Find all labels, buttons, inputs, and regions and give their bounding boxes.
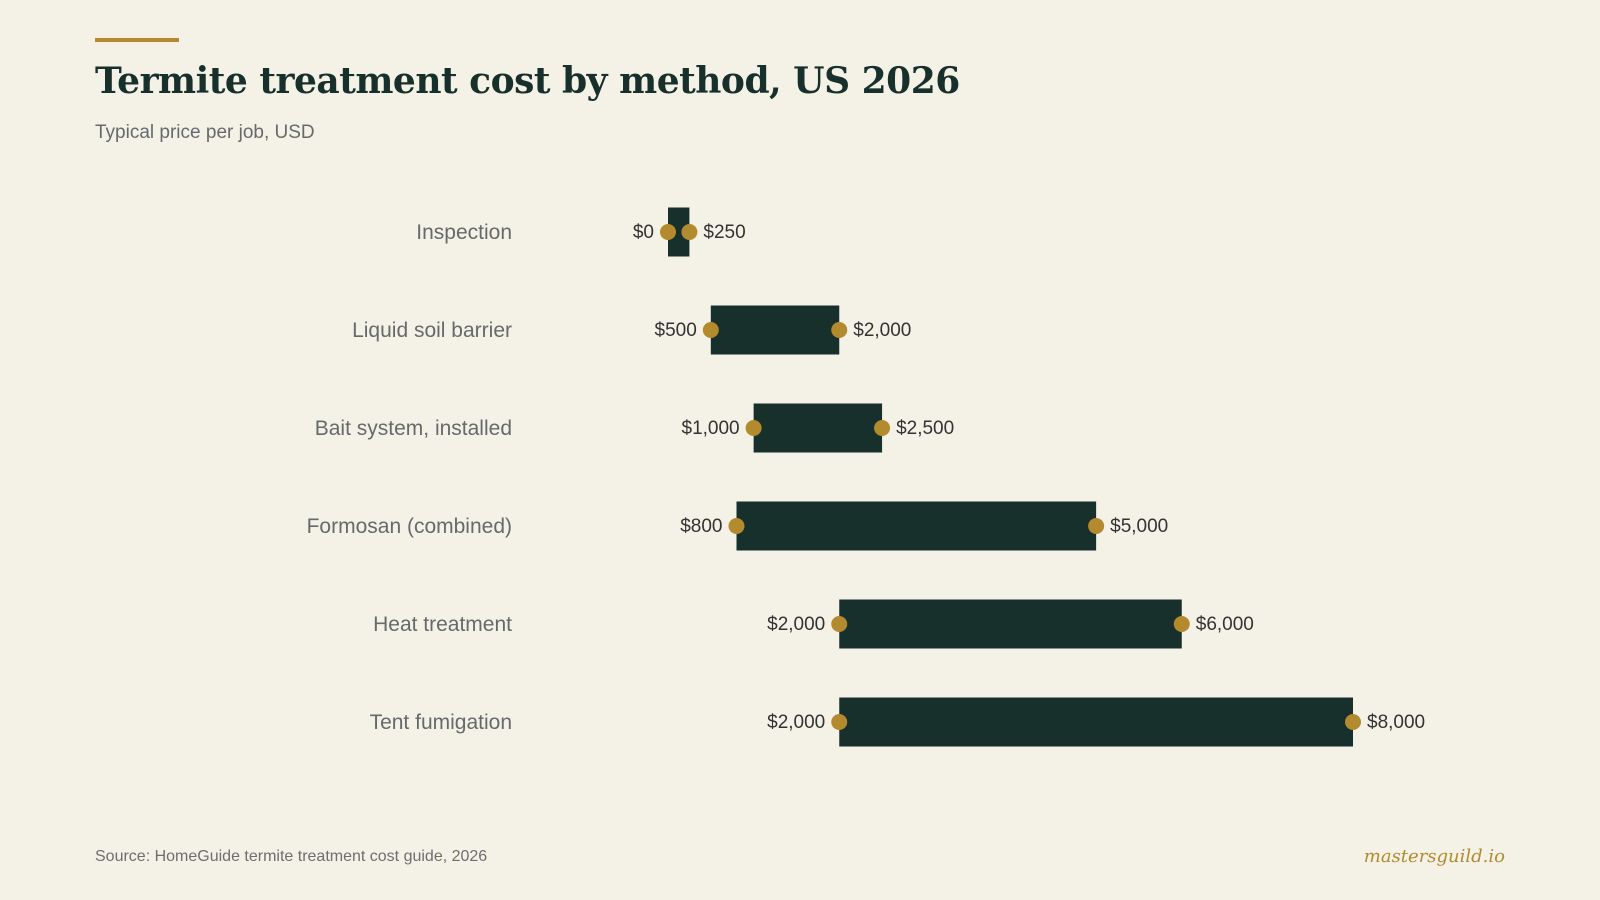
low-value-label: $2,000 bbox=[767, 712, 825, 733]
range-bar bbox=[839, 697, 1353, 747]
high-endpoint-marker bbox=[681, 224, 698, 240]
high-value-label: $2,500 bbox=[896, 418, 954, 439]
chart-title: Termite treatment cost by method, US 202… bbox=[95, 60, 960, 102]
category-label: Bait system, installed bbox=[315, 417, 512, 440]
accent-rule bbox=[95, 38, 179, 42]
high-endpoint-marker bbox=[831, 322, 848, 338]
high-value-label: $5,000 bbox=[1110, 516, 1168, 537]
category-label: Liquid soil barrier bbox=[352, 319, 512, 342]
category-label: Inspection bbox=[416, 221, 512, 244]
range-bar bbox=[668, 207, 690, 257]
low-endpoint-marker bbox=[728, 518, 745, 534]
low-value-label: $1,000 bbox=[682, 418, 740, 439]
low-value-label: $0 bbox=[633, 222, 654, 243]
high-endpoint-marker bbox=[1173, 616, 1190, 632]
low-value-label: $800 bbox=[680, 516, 722, 537]
low-endpoint-marker bbox=[660, 224, 676, 240]
range-bar bbox=[736, 501, 1097, 551]
high-value-label: $2,000 bbox=[853, 320, 911, 341]
category-label: Heat treatment bbox=[373, 613, 512, 636]
low-endpoint-marker bbox=[831, 714, 848, 730]
low-endpoint-marker bbox=[831, 616, 848, 632]
low-value-label: $500 bbox=[655, 320, 697, 341]
low-value-label: $2,000 bbox=[767, 614, 825, 635]
high-value-label: $250 bbox=[703, 222, 745, 243]
high-value-label: $8,000 bbox=[1367, 712, 1425, 733]
chart-subtitle: Typical price per job, USD bbox=[95, 122, 315, 143]
high-endpoint-marker bbox=[1345, 714, 1361, 730]
high-endpoint-marker bbox=[1088, 518, 1105, 534]
high-endpoint-marker bbox=[874, 420, 891, 436]
category-label: Tent fumigation bbox=[370, 711, 512, 734]
source-note: Source: HomeGuide termite treatment cost… bbox=[95, 848, 488, 865]
range-bar bbox=[753, 403, 883, 453]
brand-logo-text: mastersguild.io bbox=[1363, 846, 1505, 867]
category-label: Formosan (combined) bbox=[307, 515, 512, 538]
range-bar bbox=[839, 599, 1182, 649]
low-endpoint-marker bbox=[702, 322, 719, 338]
low-endpoint-marker bbox=[745, 420, 762, 436]
range-bar bbox=[710, 305, 840, 355]
high-value-label: $6,000 bbox=[1196, 614, 1254, 635]
